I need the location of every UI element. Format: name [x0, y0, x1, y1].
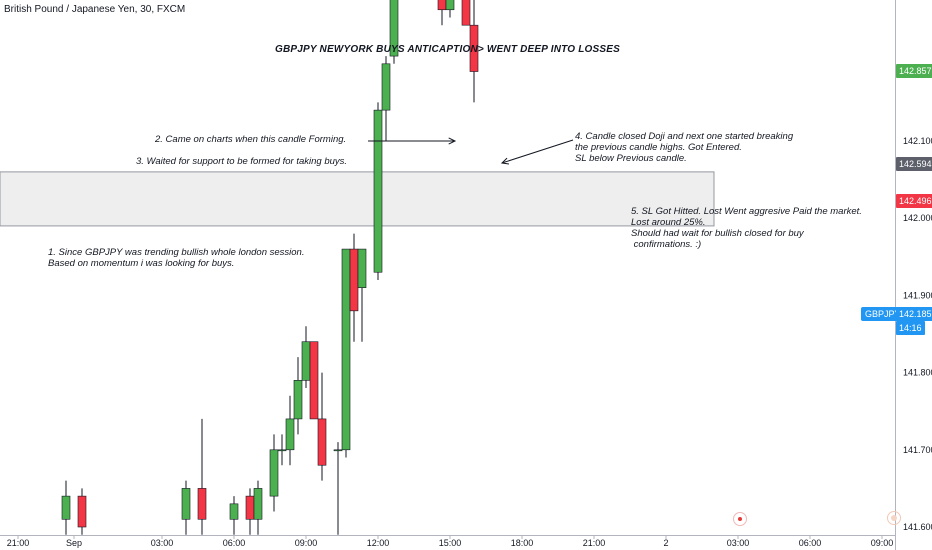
candle-body-12: [309, 341, 319, 420]
countdown-badge: 14:16: [896, 321, 925, 335]
time-tick-label-10: 03:00: [727, 538, 750, 548]
time-tick-label-6: 15:00: [439, 538, 462, 548]
candle-body-7: [269, 449, 279, 497]
time-tick-label-3: 06:00: [223, 538, 246, 548]
chart-title: GBPJPY NEWYORK BUYS ANTICAPTION> WENT DE…: [274, 44, 620, 55]
time-tick-label-2: 03:00: [151, 538, 174, 548]
annotation-note-5: 5. SL Got Hitted. Lost Went aggresive Pa…: [631, 206, 862, 250]
candle-body-15: [341, 248, 351, 451]
price-tick-label-9: 141.800: [903, 368, 932, 378]
candle-body-8: [277, 449, 287, 452]
price-scale-border: [895, 0, 896, 550]
price-tick-label-8: 141.900: [903, 290, 932, 300]
annotation-note-1: 1. Since GBPJPY was trending bullish who…: [48, 247, 305, 269]
candle-body-26: [437, 0, 447, 11]
candle-body-3: [197, 488, 207, 520]
scroll-to-realtime-button[interactable]: [733, 512, 747, 526]
annotation-note-2: 2. Came on charts when this candle Formi…: [155, 134, 347, 145]
candle-body-29: [461, 0, 471, 26]
candle-body-0: [61, 495, 71, 520]
candle-body-4: [229, 503, 239, 520]
annotation-note-4: 4. Candle closed Doji and next one start…: [575, 131, 794, 164]
candle-body-11: [301, 341, 311, 381]
arrow-note-4-head: [500, 157, 510, 165]
time-tick-label-9: 2: [663, 538, 668, 548]
time-tick-label-7: 18:00: [511, 538, 534, 548]
target-price-badge: 142.857: [896, 64, 932, 78]
price-tick-label-10: 141.700: [903, 445, 932, 455]
price-tick-label-7: 142.000: [903, 213, 932, 223]
price-tick-label-11: 141.600: [903, 522, 932, 532]
time-tick-label-0: 21:00: [7, 538, 30, 548]
time-tick-label-8: 21:00: [583, 538, 606, 548]
candle-body-2: [181, 488, 191, 520]
entry-price-badge: 142.594: [896, 157, 932, 171]
time-tick-label-11: 06:00: [799, 538, 822, 548]
candle-body-1: [77, 495, 87, 528]
candle-body-18: [373, 109, 383, 273]
time-tick-label-1: Sep: [66, 538, 82, 548]
time-tick-label-5: 12:00: [367, 538, 390, 548]
stop-price-badge: 142.496: [896, 194, 932, 208]
candle-body-9: [285, 418, 295, 451]
candle-body-13: [317, 418, 327, 466]
last-price-badge: 142.185: [896, 307, 932, 321]
candle-body-5: [245, 495, 255, 520]
candle-body-17: [357, 248, 367, 288]
candle-body-20: [389, 0, 399, 57]
candle-body-19: [381, 63, 391, 111]
candle-body-16: [349, 248, 359, 312]
symbol-title: British Pound / Japanese Yen, 30, FXCM: [4, 4, 186, 15]
candle-body-6: [253, 488, 263, 520]
price-tick-label-6: 142.100: [903, 136, 932, 146]
support-zone: [0, 171, 715, 227]
time-tick-label-12: 09:00: [871, 538, 894, 548]
candle-body-14: [333, 449, 343, 452]
time-tick-label-4: 09:00: [295, 538, 318, 548]
arrow-note-4: [501, 139, 574, 164]
candle-body-27: [445, 0, 455, 11]
arrow-note-2-head: [448, 137, 457, 145]
symbol-badge: GBPJPY: [861, 307, 905, 321]
annotation-note-3: 3. Waited for support to be formed for t…: [136, 156, 348, 167]
settings-icon[interactable]: [887, 511, 901, 525]
candle-body-10: [293, 380, 303, 420]
candle-body-30: [469, 24, 479, 72]
